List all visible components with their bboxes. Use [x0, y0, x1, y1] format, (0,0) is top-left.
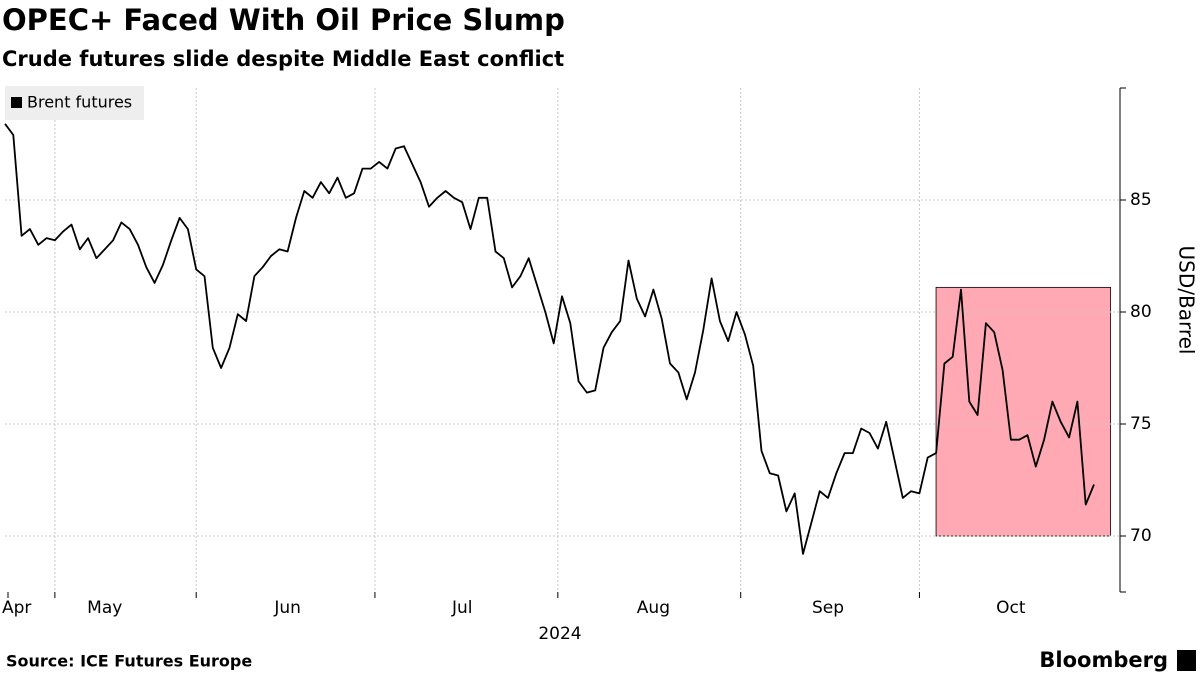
x-tick-label: Jul — [451, 598, 473, 618]
y-tick-label: 75 — [1130, 414, 1152, 434]
x-tick-label: May — [87, 598, 122, 618]
x-tick-label: Oct — [996, 598, 1026, 618]
y-tick-label: 80 — [1130, 302, 1152, 322]
x-tick-label: Sep — [812, 598, 844, 618]
x-tick-label: Jun — [273, 598, 301, 618]
legend-box — [5, 86, 144, 120]
x-tick-label: Apr — [2, 598, 31, 618]
logo-icon — [1177, 650, 1196, 671]
branding: Bloomberg — [1039, 648, 1168, 672]
line-series — [4, 123, 1095, 555]
x-axis-label: 2024 — [538, 624, 581, 644]
x-tick-label: Aug — [637, 598, 670, 618]
legend-label: Brent futures — [27, 93, 132, 112]
highlight-region — [935, 286, 1112, 537]
y-axis-label: USD/Barrel — [1175, 246, 1199, 355]
chart-subtitle: Crude futures slide despite Middle East … — [2, 47, 564, 71]
source: Source: ICE Futures Europe — [6, 652, 252, 671]
chart-title: OPEC+ Faced With Oil Price Slump — [2, 3, 565, 37]
y-tick-label: 70 — [1130, 526, 1152, 546]
legend-swatch — [11, 97, 22, 108]
y-tick-label: 85 — [1130, 190, 1152, 210]
